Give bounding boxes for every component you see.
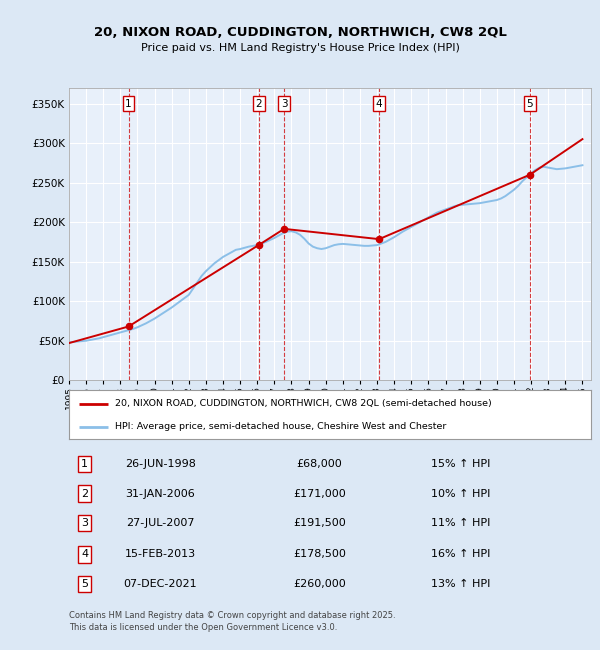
Point — [280, 224, 289, 234]
Text: £68,000: £68,000 — [296, 459, 343, 469]
Text: 2: 2 — [256, 99, 262, 109]
Text: 5: 5 — [527, 99, 533, 109]
Point — [254, 240, 263, 250]
Text: 15-FEB-2013: 15-FEB-2013 — [125, 549, 196, 560]
Text: 3: 3 — [81, 518, 88, 528]
Text: HPI: Average price, semi-detached house, Cheshire West and Chester: HPI: Average price, semi-detached house,… — [115, 422, 446, 431]
Point — [124, 321, 133, 332]
Text: 1: 1 — [81, 459, 88, 469]
Text: Price paid vs. HM Land Registry's House Price Index (HPI): Price paid vs. HM Land Registry's House … — [140, 43, 460, 53]
Text: 1: 1 — [125, 99, 132, 109]
Text: £171,000: £171,000 — [293, 489, 346, 499]
Text: 5: 5 — [81, 579, 88, 589]
Text: 11% ↑ HPI: 11% ↑ HPI — [431, 518, 490, 528]
Text: 10% ↑ HPI: 10% ↑ HPI — [431, 489, 490, 499]
Point — [374, 234, 384, 244]
Text: Contains HM Land Registry data © Crown copyright and database right 2025.
This d: Contains HM Land Registry data © Crown c… — [69, 611, 395, 632]
Text: 31-JAN-2006: 31-JAN-2006 — [125, 489, 195, 499]
Text: 27-JUL-2007: 27-JUL-2007 — [126, 518, 194, 528]
Text: £191,500: £191,500 — [293, 518, 346, 528]
Text: 20, NIXON ROAD, CUDDINGTON, NORTHWICH, CW8 2QL: 20, NIXON ROAD, CUDDINGTON, NORTHWICH, C… — [94, 26, 506, 39]
Text: 20, NIXON ROAD, CUDDINGTON, NORTHWICH, CW8 2QL (semi-detached house): 20, NIXON ROAD, CUDDINGTON, NORTHWICH, C… — [115, 399, 491, 408]
Text: 13% ↑ HPI: 13% ↑ HPI — [431, 579, 490, 589]
Text: 15% ↑ HPI: 15% ↑ HPI — [431, 459, 490, 469]
Text: £260,000: £260,000 — [293, 579, 346, 589]
Point — [525, 170, 535, 180]
Text: 4: 4 — [376, 99, 382, 109]
Text: 26-JUN-1998: 26-JUN-1998 — [125, 459, 196, 469]
Text: 16% ↑ HPI: 16% ↑ HPI — [431, 549, 490, 560]
Text: 3: 3 — [281, 99, 287, 109]
Text: 4: 4 — [81, 549, 88, 560]
Text: 2: 2 — [81, 489, 88, 499]
Text: 07-DEC-2021: 07-DEC-2021 — [124, 579, 197, 589]
Text: £178,500: £178,500 — [293, 549, 346, 560]
